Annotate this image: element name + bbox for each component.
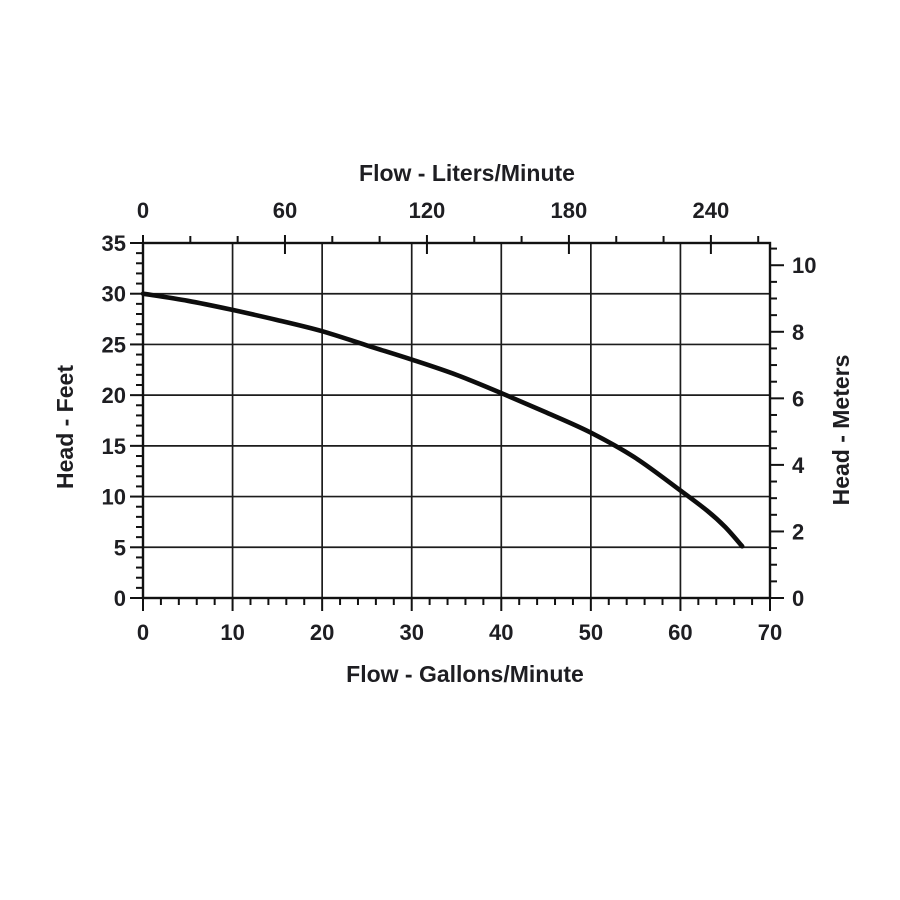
bottom-axis-tick-label: 10 <box>220 620 244 645</box>
top-axis-tick-label: 240 <box>693 198 730 223</box>
left-axis-title: Head - Feet <box>52 365 78 489</box>
left-axis-tick-label: 10 <box>102 485 126 510</box>
bottom-axis-tick-label: 60 <box>668 620 692 645</box>
right-axis-title: Head - Meters <box>828 355 854 506</box>
left-axis-tick-label: 25 <box>102 332 126 357</box>
right-axis-tick-label: 4 <box>792 453 805 478</box>
pump-performance-curve <box>140 291 745 549</box>
left-axis-tick-label: 30 <box>102 282 126 307</box>
right-axis-tick-label: 10 <box>792 253 816 278</box>
left-axis-tick-label: 20 <box>102 383 126 408</box>
top-axis-title: Flow - Liters/Minute <box>359 160 575 186</box>
right-axis-tick-label: 2 <box>792 519 804 544</box>
left-axis-tick-label: 35 <box>102 231 126 256</box>
top-axis-tick-label: 60 <box>273 198 297 223</box>
left-axis-tick-label: 0 <box>114 586 126 611</box>
bottom-axis-tick-label: 0 <box>137 620 149 645</box>
bottom-axis-tick-label: 20 <box>310 620 334 645</box>
right-axis-tick-label: 6 <box>792 386 804 411</box>
bottom-axis-tick-label: 50 <box>579 620 603 645</box>
axis-ticks <box>130 235 784 611</box>
bottom-axis-tick-label: 30 <box>399 620 423 645</box>
right-axis-tick-label: 0 <box>792 586 804 611</box>
plot-frame <box>141 241 772 600</box>
bottom-axis-title: Flow - Gallons/Minute <box>346 661 584 687</box>
top-axis-tick-label: 180 <box>551 198 588 223</box>
bottom-axis-tick-label: 70 <box>758 620 782 645</box>
right-axis-tick-label: 8 <box>792 320 804 345</box>
top-axis-tick-label: 0 <box>137 198 149 223</box>
grid-lines <box>142 242 771 599</box>
left-axis-tick-label: 5 <box>114 535 126 560</box>
bottom-axis-tick-label: 40 <box>489 620 513 645</box>
top-axis-tick-label: 120 <box>409 198 446 223</box>
left-axis-tick-label: 15 <box>102 434 126 459</box>
